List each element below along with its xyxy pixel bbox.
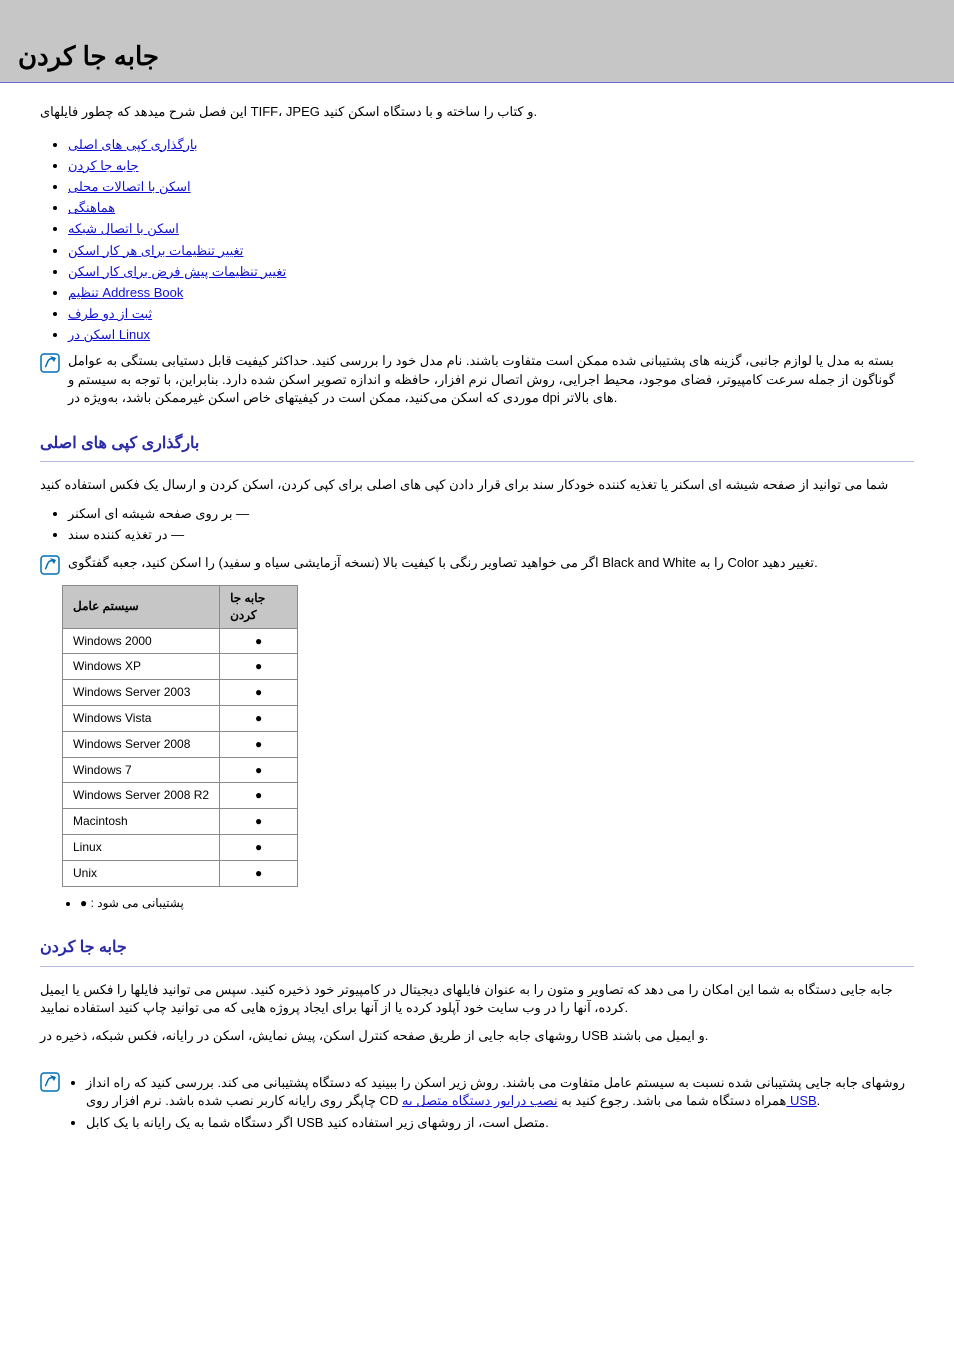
table-row: Linux● [63,834,298,860]
list-item: در تغذیه کننده سند — [68,526,914,544]
nav-item: اسکن با اتصالات محلی [68,178,914,196]
table-row: Windows Server 2008● [63,731,298,757]
table-header-row: سيستم عامل جابه جا کردن [63,585,298,628]
nav-item: ھماھنگی [68,199,914,217]
os-cell: Windows XP [63,654,220,680]
section-rule [40,461,914,462]
note-icon [40,555,60,575]
intro-text: این فصل شرح میدهد که چطور فایلھای TIFF، … [40,103,914,121]
section-text: روشھای جابه جایی از طریق صفحه کنترل اسکن… [40,1027,914,1045]
note-icon [40,353,60,373]
table-row: Windows Server 2008 R2● [63,783,298,809]
nav-item: تغییر تنظیمات برای ھر کار اسکن [68,242,914,260]
section-heading: بارگذاری کپی ھای اصلی [40,433,914,455]
page-content: این فصل شرح میدهد که چطور فایلھای TIFF، … [0,103,954,1134]
nav-item: جابه جا کردن [68,157,914,175]
nav-item: اسکن با اتصال شبکه [68,220,914,238]
table-row: Windows 7● [63,757,298,783]
nav-link[interactable]: تغییر تنظیمات برای ھر کار اسکن [68,243,243,258]
table-row: Macintosh● [63,809,298,835]
nav-item: تغییر تنظیمات پیش فرض برای کار اسکن [68,263,914,281]
table-row: Windows Server 2003● [63,680,298,706]
dot-cell: ● [220,628,298,654]
note-post: . [817,1093,821,1108]
note-text: بسته به مدل یا لوازم جانبی، گزینه ھای پش… [68,352,914,407]
note-row: بسته به مدل یا لوازم جانبی، گزینه ھای پش… [40,352,914,407]
dot-cell: ● [220,834,298,860]
nav-item: بارگذاری کپی ھای اصلی [68,136,914,154]
os-cell: Windows 7 [63,757,220,783]
section-heading: جابه جا کردن [40,937,914,959]
list-item: بر روی صفحه شیشه ای اسکنر — [68,505,914,523]
nav-item: تنظیم Address Book [68,284,914,302]
dot-cell: ● [220,705,298,731]
col-os: سيستم عامل [63,585,220,628]
title-band: جابه جا کردن [0,0,954,82]
os-cell: Windows Server 2008 [63,731,220,757]
nav-link[interactable]: تغییر تنظیمات پیش فرض برای کار اسکن [68,264,286,279]
nav-link[interactable]: اسکن با اتصالات محلی [68,179,191,194]
dot-cell: ● [220,680,298,706]
os-cell: Unix [63,860,220,886]
nav-link[interactable]: ھماھنگی [68,200,115,215]
os-cell: Linux [63,834,220,860]
section-local-scan: اسکن با اتصالات محلی روشھای جابه جایی پش… [40,1071,914,1135]
band-rule [0,82,954,83]
legend-item: ● : پشتیبانی می شود [80,895,914,912]
section-text: جابه جایی دستگاه به شما این امکان را می … [40,981,914,1017]
os-cell: Macintosh [63,809,220,835]
os-cell: Windows Server 2008 R2 [63,783,220,809]
os-support-table: سيستم عامل جابه جا کردن Windows 2000● Wi… [62,585,298,887]
page-title: جابه جا کردن [18,38,936,74]
note-text: اگر می خواھید تصاویر رنگی با کیفیت بالا … [68,554,914,572]
section-loading-originals: بارگذاری کپی ھای اصلی شما می توانید از ص… [40,433,914,544]
note-row: اگر می خواھید تصاویر رنگی با کیفیت بالا … [40,554,914,575]
table-row: Unix● [63,860,298,886]
nav-list: بارگذاری کپی ھای اصلی جابه جا کردن اسکن … [40,136,914,345]
note-icon [40,1072,60,1092]
section-scanning: جابه جا کردن جابه جایی دستگاه به شما این… [40,937,914,1045]
nav-link[interactable]: ثبت از دو طرف [68,306,152,321]
os-cell: Windows 2000 [63,628,220,654]
dot-cell: ● [220,860,298,886]
nav-link[interactable]: جابه جا کردن [68,158,139,173]
nav-link[interactable]: بارگذاری کپی ھای اصلی [68,137,198,152]
note-text: روشھای جابه جایی پشتیبانی شده نسبت به سی… [68,1071,914,1135]
os-cell: Windows Vista [63,705,220,731]
dot-cell: ● [220,654,298,680]
nav-link[interactable]: اسکن با اتصال شبکه [68,221,179,236]
dot-cell: ● [220,731,298,757]
os-cell: Windows Server 2003 [63,680,220,706]
nav-item: اسکن در Linux [68,326,914,344]
list-item: روشھای جابه جایی پشتیبانی شده نسبت به سی… [86,1074,914,1110]
nav-link[interactable]: تنظیم Address Book [68,285,183,300]
list-item: اگر دستگاه شما به یک رایانه با یک کابل U… [86,1114,914,1132]
nav-link[interactable]: اسکن در Linux [68,327,150,342]
dot-cell: ● [220,783,298,809]
table-legend: ● : پشتیبانی می شود [62,895,914,912]
section-bullets: بر روی صفحه شیشه ای اسکنر — در تغذیه کنن… [40,505,914,544]
nav-item: ثبت از دو طرف [68,305,914,323]
note-row: روشھای جابه جایی پشتیبانی شده نسبت به سی… [40,1071,914,1135]
col-scan: جابه جا کردن [220,585,298,628]
table-row: Windows Vista● [63,705,298,731]
dot-cell: ● [220,757,298,783]
dot-cell: ● [220,809,298,835]
section-text: شما می توانید از صفحه شیشه ای اسکنر یا ت… [40,476,914,494]
section-rule [40,966,914,967]
table-row: Windows XP● [63,654,298,680]
table-row: Windows 2000● [63,628,298,654]
